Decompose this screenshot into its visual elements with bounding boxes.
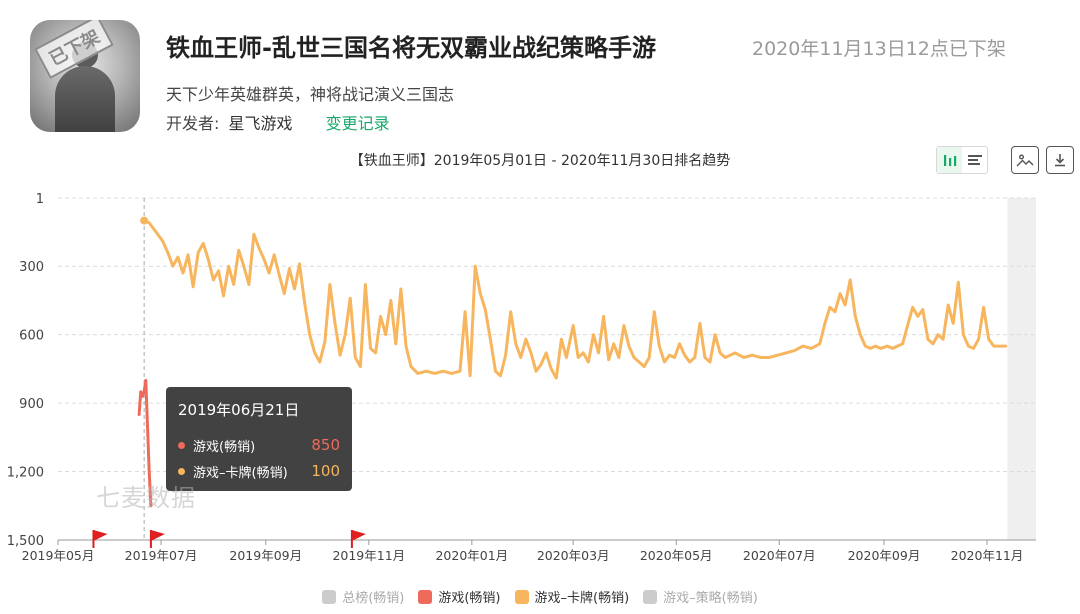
delisted-region (1007, 198, 1036, 540)
x-tick-label: 2020年03月 (537, 548, 610, 563)
app-icon-figure-body (55, 66, 115, 132)
flag-icon (351, 530, 366, 541)
y-tick-label: 1,500 (7, 534, 44, 549)
chart-view-button[interactable] (937, 147, 962, 173)
image-icon (1016, 154, 1034, 167)
changelog-link[interactable]: 变更记录 (325, 114, 390, 133)
chart-tooltip: 2019年06月21日 游戏(畅销) 850 游戏–卡牌(畅销) 100 (166, 387, 352, 491)
y-tick-label: 300 (19, 260, 44, 275)
legend-swatch (418, 589, 433, 604)
legend-label: 总榜(畅销) (342, 591, 405, 606)
series-line (142, 219, 1008, 380)
chart-title: 【铁血王师】2019年05月01日 - 2020年11月30日排名趋势 (349, 153, 731, 169)
tooltip-dot-card (178, 467, 185, 475)
legend-item-game[interactable]: 游戏(畅销) (418, 587, 501, 606)
x-tick-label: 2019年11月 (332, 548, 405, 563)
app-subtitle: 天下少年英雄群英，神将战记演义三国志 (166, 85, 455, 104)
series-line (137, 378, 153, 508)
save-image-button[interactable] (1011, 146, 1039, 174)
developer-label: 开发者: (166, 114, 220, 133)
developer-row: 开发者: 星飞游戏 变更记录 (166, 110, 390, 134)
legend-item-card[interactable]: 游戏–卡牌(畅销) (514, 587, 630, 606)
event-flag (149, 530, 165, 548)
x-tick-label: 2020年01月 (435, 548, 508, 563)
tooltip-row: 游戏(畅销) 850 (178, 432, 340, 458)
list-view-button[interactable] (962, 147, 987, 173)
chart-legend: 总榜(畅销) 游戏(畅销) 游戏–卡牌(畅销) 游戏–策略(畅销) (0, 587, 1080, 606)
legend-item-total[interactable]: 总榜(畅销) (322, 587, 404, 606)
y-tick-label: 1 (36, 192, 44, 207)
legend-item-strategy[interactable]: 游戏–策略(畅销) (643, 587, 758, 606)
event-flag (350, 530, 366, 548)
y-tick-label: 900 (19, 397, 44, 412)
tooltip-date: 2019年06月21日 (178, 401, 300, 419)
x-tick-label: 2020年07月 (743, 548, 816, 563)
flag-icon (93, 530, 108, 541)
tooltip-series-value: 100 (311, 462, 340, 480)
app-title: 铁血王师-乱世三国名将无双霸业战纪策略手游 (166, 34, 656, 62)
tooltip-series-name: 游戏–卡牌(畅销) (193, 465, 288, 481)
tooltip-dot-game (178, 441, 185, 449)
x-tick-label: 2020年11月 (951, 548, 1024, 563)
legend-swatch (322, 589, 337, 604)
legend-label: 游戏(畅销) (438, 591, 501, 606)
tooltip-row: 游戏–卡牌(畅销) 100 (178, 458, 340, 484)
x-tick-label: 2020年05月 (640, 548, 713, 563)
legend-label: 游戏–卡牌(畅销) (534, 591, 630, 606)
x-tick-label: 2020年09月 (848, 548, 921, 563)
y-tick-label: 1,200 (7, 466, 44, 481)
app-icon: 已下架 (30, 20, 140, 132)
tooltip-series-name: 游戏(畅销) (193, 439, 256, 455)
legend-swatch (643, 589, 658, 604)
view-toggle (936, 146, 988, 174)
developer-name[interactable]: 星飞游戏 (228, 114, 293, 133)
list-icon (967, 155, 982, 165)
y-tick-label: 600 (19, 329, 44, 344)
legend-swatch (514, 589, 529, 604)
x-tick-label: 2019年05月 (22, 548, 95, 563)
x-tick-label: 2019年07月 (125, 548, 198, 563)
tooltip-series-value: 850 (311, 436, 340, 454)
flag-icon (150, 530, 165, 541)
download-button[interactable] (1046, 146, 1074, 174)
bar-chart-icon (943, 155, 956, 166)
download-icon (1055, 154, 1065, 167)
hover-point (140, 216, 149, 225)
legend-label: 游戏–策略(畅销) (663, 591, 758, 606)
delisted-status: 2020年11月13日12点已下架 (752, 38, 1006, 60)
event-flag (92, 530, 108, 548)
x-tick-label: 2019年09月 (229, 548, 302, 563)
watermark: 七麦数据 (96, 484, 196, 512)
